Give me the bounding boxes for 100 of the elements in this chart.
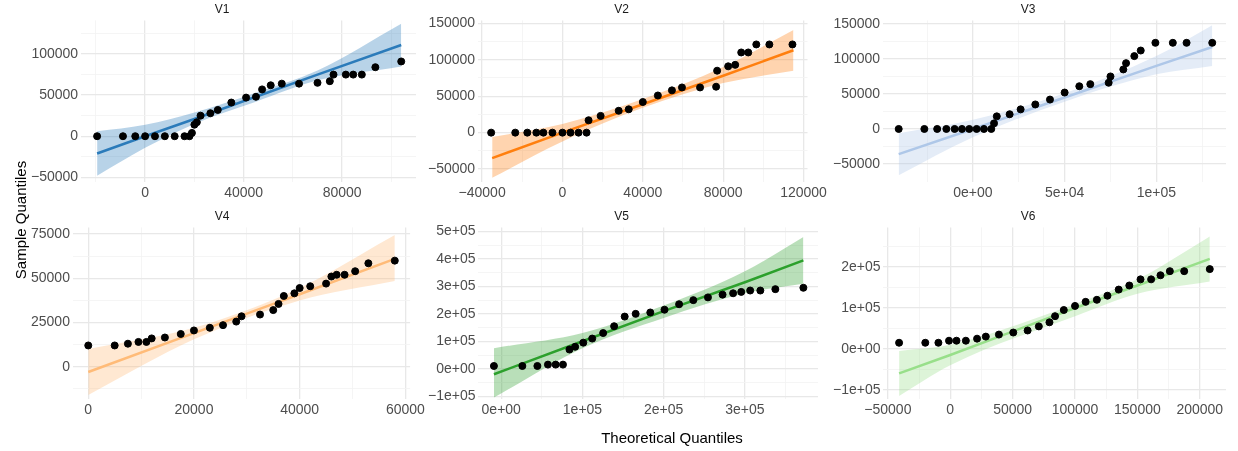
x-tick-label: 60000 [385,401,426,418]
point [638,98,647,107]
chart-title: V2 [614,1,630,16]
point [1147,275,1156,284]
point [176,329,185,338]
point [992,112,1001,121]
x-tick-label: 50000 [993,401,1033,418]
x-tick-label: 40000 [623,184,663,201]
point [351,267,360,276]
x-tick-label: 200000 [1176,401,1224,418]
point [631,309,640,318]
point [1023,326,1032,335]
point [258,85,267,94]
chart-title: V5 [614,208,630,223]
point [957,124,966,133]
point [189,326,198,335]
point [588,334,597,343]
y-tick-label: 2e+05 [841,257,881,274]
point [371,63,380,72]
point [551,360,560,369]
point [771,285,780,294]
point [118,132,127,141]
point [624,105,633,114]
point [1103,291,1112,300]
point [660,305,669,314]
point [543,360,552,369]
point [1165,267,1174,276]
point [1081,297,1090,306]
x-tick-label: 0e+00 [481,401,522,418]
y-tick-label: −1e+05 [428,387,476,404]
y-tick-label: 150000 [833,14,881,31]
x-tick-label: 0 [84,401,93,418]
point [979,124,988,133]
x-tick-label: 80000 [703,184,743,201]
point [895,338,904,347]
point [357,70,366,79]
point [196,111,205,120]
y-tick-label: 0 [467,123,476,140]
point [961,336,970,345]
point [1122,59,1131,68]
x-tick-label: 3e+05 [725,401,765,418]
x-tick-label: 100000 [1051,401,1099,418]
point [712,82,721,91]
point [160,132,169,141]
point [147,334,156,343]
point [123,339,132,348]
point [1136,46,1145,55]
y-tick-label: 0 [70,127,79,144]
point [1182,38,1191,47]
x-tick-label: 20000 [174,401,214,418]
x-tick-label: 40000 [224,184,264,201]
point [1114,285,1123,294]
point [1086,80,1095,89]
point [251,92,260,101]
point [1106,72,1115,81]
y-tick-label: −50000 [833,154,881,171]
y-tick-label: 1e+05 [436,332,476,349]
point [150,132,159,141]
point [799,283,808,292]
point [340,270,349,279]
x-tick-label: 1e+05 [562,401,603,418]
point [614,106,623,115]
x-tick-label: 0e+00 [953,184,993,201]
point [341,70,350,79]
point [744,48,753,57]
point [219,321,228,330]
point [952,336,961,345]
point [1009,328,1018,337]
point [170,132,179,141]
x-axis-title: Theoretical Quantiles [601,428,743,446]
point [972,124,981,133]
point [523,128,532,137]
point [269,306,278,315]
x-tick-label: 150000 [1114,401,1161,418]
y-tick-label: 50000 [30,269,71,286]
point [646,308,655,317]
point [703,293,712,302]
point [596,111,605,120]
point [1075,82,1084,91]
point [689,296,698,305]
point [322,279,331,288]
point [729,289,738,298]
point [950,124,959,133]
point [266,81,275,90]
point [290,289,299,298]
point [487,128,496,137]
point [1045,318,1054,327]
point [579,338,588,347]
point [160,333,169,342]
point [329,70,338,79]
point [518,361,527,370]
point [237,312,246,321]
point [1151,38,1160,47]
y-tick-label: 100000 [833,49,881,66]
chart-title: V4 [214,208,230,223]
point [539,128,548,137]
y-tick-label: 0 [62,357,71,374]
y-tick-label: 50000 [39,86,79,102]
point [920,124,929,133]
point [187,128,196,137]
